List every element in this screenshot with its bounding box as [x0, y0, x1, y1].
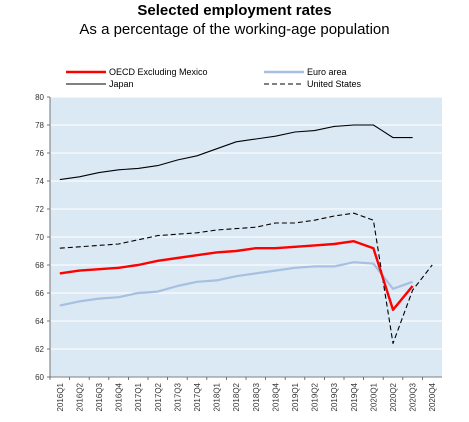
xtick-label-2018Q1: 2018Q1 — [213, 382, 222, 411]
xtick-label-2019Q3: 2019Q3 — [330, 382, 339, 411]
xtick-label-2016Q4: 2016Q4 — [115, 382, 124, 411]
xtick-label-2020Q3: 2020Q3 — [409, 382, 418, 411]
xtick-label-2016Q3: 2016Q3 — [95, 382, 104, 411]
ytick-label-62: 62 — [35, 345, 44, 354]
legend-label-japan: Japan — [109, 79, 134, 89]
xtick-label-2017Q1: 2017Q1 — [134, 382, 143, 411]
xtick-label-2017Q2: 2017Q2 — [154, 382, 163, 411]
xtick-label-2020Q2: 2020Q2 — [389, 382, 398, 411]
xtick-label-2016Q1: 2016Q1 — [56, 382, 65, 411]
xtick-label-2018Q3: 2018Q3 — [252, 382, 261, 411]
legend-label-united-states: United States — [307, 79, 362, 89]
xtick-label-2016Q2: 2016Q2 — [75, 382, 84, 411]
xtick-label-2019Q4: 2019Q4 — [350, 382, 359, 411]
ytick-label-70: 70 — [35, 233, 44, 242]
xtick-label-2020Q4: 2020Q4 — [428, 382, 437, 411]
legend-label-euro-area: Euro area — [307, 67, 347, 77]
xtick-label-2017Q3: 2017Q3 — [173, 382, 182, 411]
xtick-label-2019Q2: 2019Q2 — [311, 382, 320, 411]
series-line-oecd-excluding-mexico — [59, 240, 414, 311]
xtick-label-2020Q1: 2020Q1 — [369, 382, 378, 411]
series-line-euro-area — [59, 261, 413, 307]
xtick-label-2019Q1: 2019Q1 — [291, 382, 300, 411]
xtick-label-2018Q4: 2018Q4 — [271, 382, 280, 411]
ytick-label-68: 68 — [35, 261, 44, 270]
ytick-label-72: 72 — [35, 205, 44, 214]
series-line-united-states — [59, 212, 433, 344]
chart-title: Selected employment rates — [137, 2, 332, 19]
ytick-label-74: 74 — [35, 177, 44, 186]
chart-subtitle: As a percentage of the working-age popul… — [79, 21, 390, 38]
legend-label-oecd-excluding-mexico: OECD Excluding Mexico — [109, 67, 208, 77]
ytick-label-78: 78 — [35, 121, 44, 130]
ytick-label-64: 64 — [35, 317, 44, 326]
ytick-label-66: 66 — [35, 289, 44, 298]
ytick-label-80: 80 — [35, 93, 44, 102]
ytick-label-76: 76 — [35, 149, 44, 158]
xtick-label-2017Q4: 2017Q4 — [193, 382, 202, 411]
ytick-label-60: 60 — [35, 373, 44, 382]
series-line-japan — [59, 124, 413, 181]
xtick-label-2018Q2: 2018Q2 — [232, 382, 241, 411]
